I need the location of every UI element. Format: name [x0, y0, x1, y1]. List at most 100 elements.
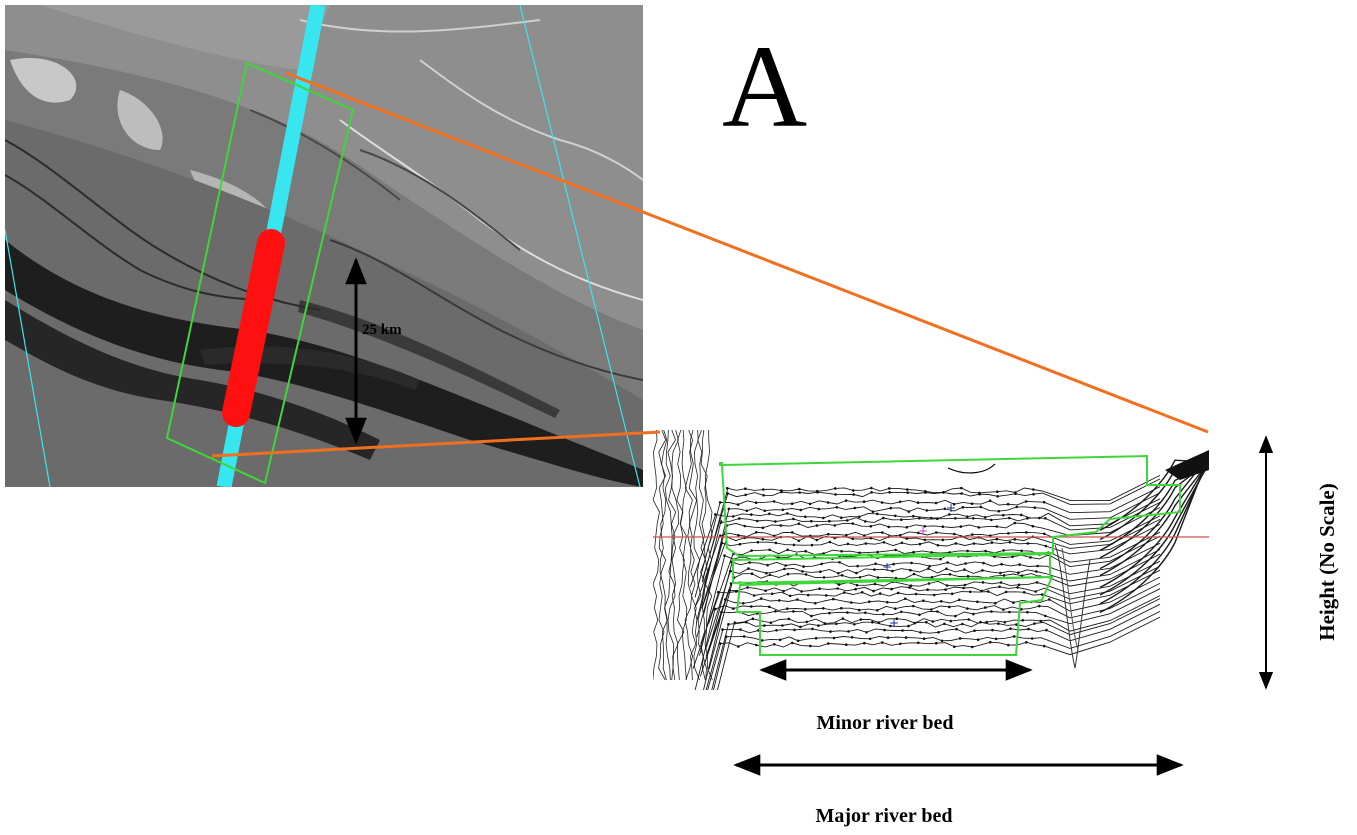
- profile-point: [1030, 637, 1034, 640]
- noise-trace: [659, 429, 668, 681]
- profile-point: [945, 584, 949, 587]
- noise-trace: [697, 429, 706, 681]
- profile-point: [716, 590, 720, 594]
- profile-point: [948, 605, 951, 609]
- magenta-marker: +: [918, 524, 928, 538]
- profile-point: [800, 590, 803, 593]
- profile-curve: [711, 598, 1161, 690]
- profile-point: [936, 610, 939, 613]
- profile-point: [852, 489, 855, 492]
- profile-point: [844, 499, 848, 502]
- profile-point: [907, 624, 910, 628]
- noise-trace: [688, 429, 698, 681]
- profile-point: [798, 487, 801, 491]
- profile-point: [727, 507, 731, 511]
- profile-point: [1045, 628, 1048, 632]
- profile-point: [809, 644, 812, 648]
- profile-point: [846, 519, 849, 522]
- profile-point: [822, 607, 825, 610]
- profile-point: [1044, 614, 1047, 618]
- profile-point: [909, 584, 913, 587]
- profile-point: [772, 500, 776, 503]
- profile-point: [966, 607, 969, 610]
- bright-levee: [299, 19, 541, 33]
- profile-point: [764, 589, 767, 592]
- profile-point: [950, 592, 954, 596]
- profile-point: [727, 623, 730, 626]
- bank-curve: [1099, 459, 1209, 605]
- bank-curve: [1099, 459, 1209, 531]
- noise-trace: [684, 429, 694, 681]
- profile-point: [858, 551, 861, 555]
- profile-point: [999, 571, 1002, 575]
- profile-curve: [699, 576, 1161, 677]
- profile-point: [930, 576, 934, 579]
- profile-point: [971, 533, 974, 536]
- profile-point: [750, 572, 754, 575]
- bank-curve: [1099, 460, 1209, 559]
- profile-point: [855, 583, 859, 587]
- profile-point: [890, 587, 893, 591]
- profile-point: [864, 520, 867, 523]
- minor-bed-label: Minor river bed: [816, 712, 953, 734]
- noise-trace: [671, 429, 679, 681]
- profile-point: [851, 522, 855, 525]
- profile-point: [1022, 591, 1026, 594]
- profile-curve: [694, 515, 1161, 607]
- profile-point: [967, 618, 971, 621]
- profile-point: [729, 582, 733, 585]
- bright-patch: [117, 90, 163, 150]
- profile-point: [971, 645, 974, 649]
- profile-point: [900, 541, 904, 545]
- profile-point: [847, 630, 850, 633]
- profile-point: [724, 635, 728, 638]
- profile-point: [894, 576, 898, 580]
- profile-point: [1020, 513, 1023, 517]
- profile-point: [808, 502, 812, 506]
- profile-curve: [689, 498, 1161, 587]
- profile-point: [935, 641, 938, 645]
- profile-point: [1043, 644, 1046, 648]
- profile-point: [737, 533, 740, 537]
- profile-point: [835, 506, 839, 509]
- profile-point: [880, 501, 884, 504]
- profile-point: [966, 549, 969, 553]
- profile-point: [786, 607, 789, 610]
- profile-point: [883, 628, 886, 632]
- profile-curve: [707, 616, 1161, 690]
- profile-point: [985, 620, 989, 624]
- profile-point: [889, 506, 893, 510]
- profile-point: [853, 623, 856, 626]
- profile-point: [763, 624, 766, 627]
- profile-point: [1026, 610, 1029, 614]
- profile-point: [1020, 549, 1023, 553]
- profile-point: [916, 501, 920, 505]
- profile-point: [748, 561, 751, 564]
- profile-point: [822, 516, 825, 520]
- profile-point: [768, 548, 771, 552]
- profile-point: [723, 554, 726, 557]
- profile-point: [961, 622, 964, 626]
- profile-point: [738, 542, 742, 546]
- profile-point: [927, 582, 931, 585]
- profile-point: [1004, 590, 1008, 594]
- profile-point: [871, 510, 875, 513]
- profile-point: [726, 486, 729, 490]
- profile-point: [819, 570, 822, 573]
- profile-point: [997, 509, 1001, 513]
- profile-point: [786, 548, 789, 552]
- profile-point: [760, 639, 764, 642]
- profile-curve: [694, 486, 1161, 598]
- profile-point: [948, 573, 952, 576]
- profile-point: [953, 645, 956, 648]
- profile-point: [822, 552, 825, 555]
- profile-point: [751, 617, 755, 620]
- profile-point: [868, 637, 872, 641]
- profile-point: [958, 598, 961, 602]
- major-bed-label: Major river bed: [815, 805, 952, 827]
- profile-point: [846, 611, 849, 614]
- neighbour-track-line: [519, 5, 641, 487]
- profile-point: [984, 606, 987, 609]
- panel-letter: A: [722, 21, 807, 152]
- profile-point: [876, 512, 879, 516]
